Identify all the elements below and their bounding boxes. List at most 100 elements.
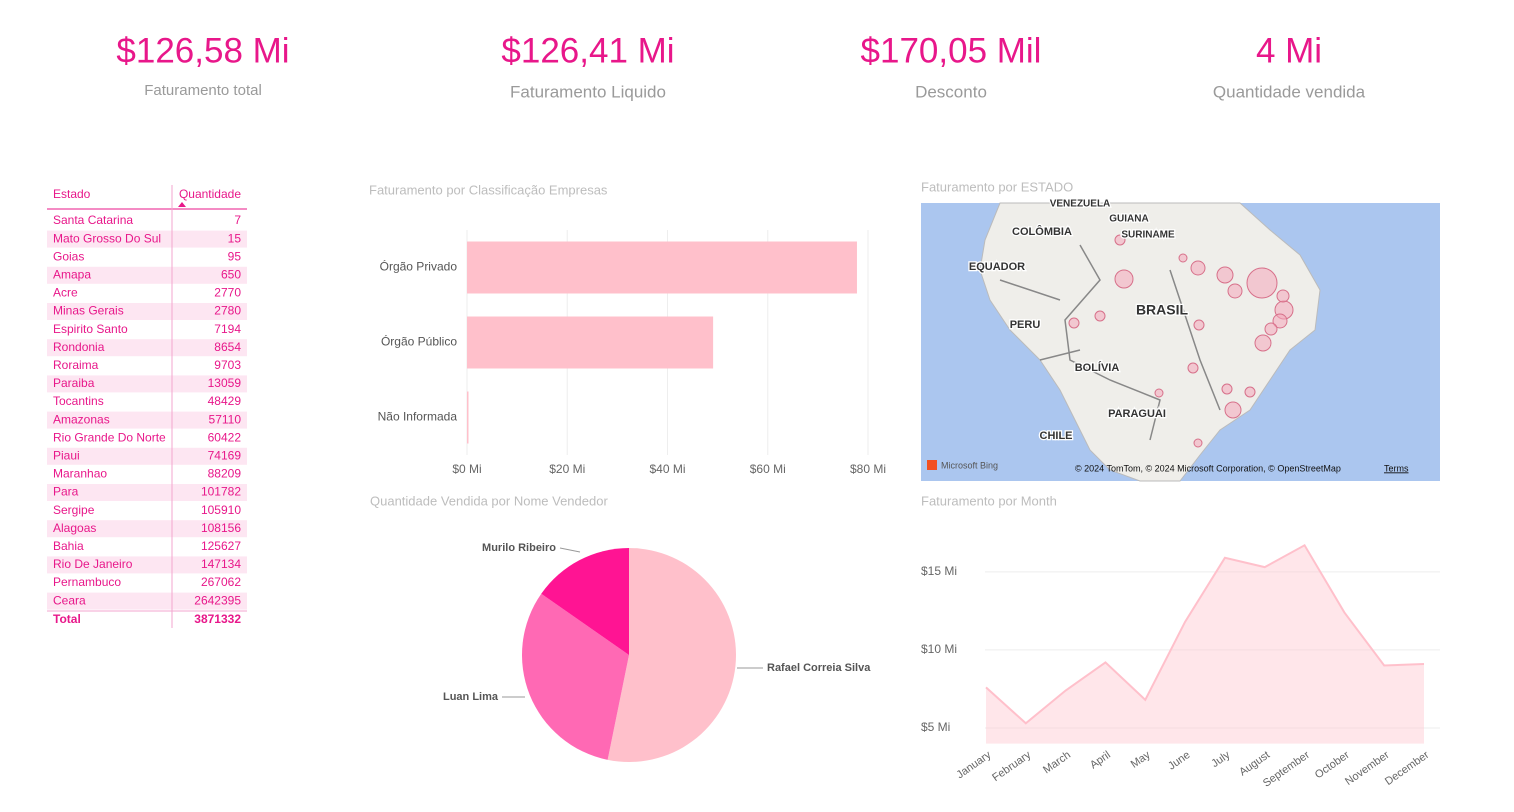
table-cell: 7194 [214,322,241,336]
kpi-label: Quantidade vendida [1213,82,1366,101]
row-background [47,303,247,320]
table-header: Estado [53,187,91,201]
table-cell: Maranhao [53,467,107,481]
table-cell: Paraiba [53,376,95,390]
kpi-value: $126,58 Mi [116,31,289,70]
kpi-label: Desconto [915,82,987,101]
map-label: PERU [1010,319,1041,331]
table-total: 3871332 [194,612,241,626]
map-bubble [1114,269,1134,289]
kpi-label: Faturamento total [144,82,262,99]
table-header: Quantidade [179,187,241,201]
map-bubble [1187,362,1199,374]
kpi-value: 4 Mi [1256,31,1322,70]
table-cell: 2780 [214,304,241,318]
map-label: VENEZUELA [1050,199,1111,210]
table-cell: Santa Catarina [53,213,133,227]
table-total: Total [53,612,81,626]
kpi-label: Faturamento Liquido [510,82,666,101]
y-tick-label: $15 Mi [921,564,957,578]
map-label: SURINAME [1121,230,1175,241]
chart-title: Faturamento por Classificação Empresas [369,182,608,197]
table-cell: 125627 [201,539,241,553]
table-cell: 74169 [208,448,242,462]
table-cell: 2770 [214,286,241,300]
table-cell: 8654 [214,340,241,354]
table-cell: Amapa [53,267,91,281]
table-cell: 60422 [208,430,242,444]
y-tick-label: $5 Mi [921,720,950,734]
table-cell: Rondonia [53,340,105,354]
map-bubble [1276,289,1290,303]
pie-slice [541,548,629,655]
table-cell: Amazonas [53,412,110,426]
table-cell: 57110 [209,412,242,426]
pie-slice [521,593,629,760]
table-cell: Para [53,485,79,499]
map-bubble [1094,310,1106,322]
table-cell: 101782 [201,485,241,499]
row-background [47,266,247,284]
bing-logo [927,460,937,470]
map-bubble [1114,234,1126,246]
pie-label: Luan Lima [443,691,499,703]
row-background [47,520,247,538]
kpi-value: $126,41 Mi [501,31,674,70]
table-cell: 105910 [201,503,241,517]
row-background [47,556,247,574]
row-background [47,230,247,248]
table-cell: Rio De Janeiro [53,557,133,571]
map-bubble [1221,383,1233,395]
chart-title: Faturamento por Month [921,493,1057,508]
pie-label: Murilo Ribeiro [482,542,556,554]
bar [467,316,714,369]
map-bubble [1068,317,1080,329]
sort-arrow [178,202,186,207]
map-terms: Terms [1384,463,1409,473]
map-bubble [1190,260,1206,276]
map-bubble [1178,253,1188,263]
y-tick-label: Órgão Privado [380,259,458,274]
table-cell: Acre [53,286,78,300]
x-tick-label: $60 Mi [750,462,786,476]
map-title: Faturamento por ESTADO [921,179,1073,194]
pie-slice [607,548,736,762]
map-bubbles [1068,234,1294,448]
table-cell: Alagoas [53,521,96,535]
map-bubble [1227,283,1243,299]
table-cell: Goias [53,249,84,263]
map: VENEZUELA GUIANA SURINAME COLÔMBIA EQUADOR BR… [921,197,1440,482]
table-cell: 88209 [208,467,242,481]
kpi-value: $170,05 Mil [861,31,1042,70]
map-bubble [1244,386,1256,398]
table-cell: 95 [228,249,242,263]
table-cell: Ceara [53,593,86,607]
bar [467,391,469,444]
table-cell: 7 [234,213,241,227]
map-label: GUIANA [1109,214,1148,225]
table-cell: Mato Grosso Do Sul [53,231,161,245]
y-tick-label: $10 Mi [921,642,957,656]
x-tick-label: $80 Mi [850,462,886,476]
y-tick-label: Órgão Público [381,334,457,349]
leader-line [559,547,581,553]
bar [467,241,857,294]
map-label: PARAGUAI [1108,408,1166,420]
table-cell: Rio Grande Do Norte [53,430,166,444]
x-tick-label: $20 Mi [549,462,585,476]
table-cell: 267062 [201,575,241,589]
map-bubble [1272,313,1288,329]
chart-title: Quantidade Vendida por Nome Vendedor [370,493,608,508]
row-background [47,484,247,501]
x-tick-label: $0 Mi [452,462,481,476]
table-cell: Piaui [53,448,80,462]
map-bubble [1224,401,1242,419]
line [985,543,1425,725]
map-bubble [1264,322,1278,336]
table-cell: Sergipe [53,503,95,517]
map-bubble [1193,438,1203,448]
table-cell: 13059 [208,376,242,390]
row-background [47,411,247,429]
table-cell: 2642395 [194,593,241,607]
